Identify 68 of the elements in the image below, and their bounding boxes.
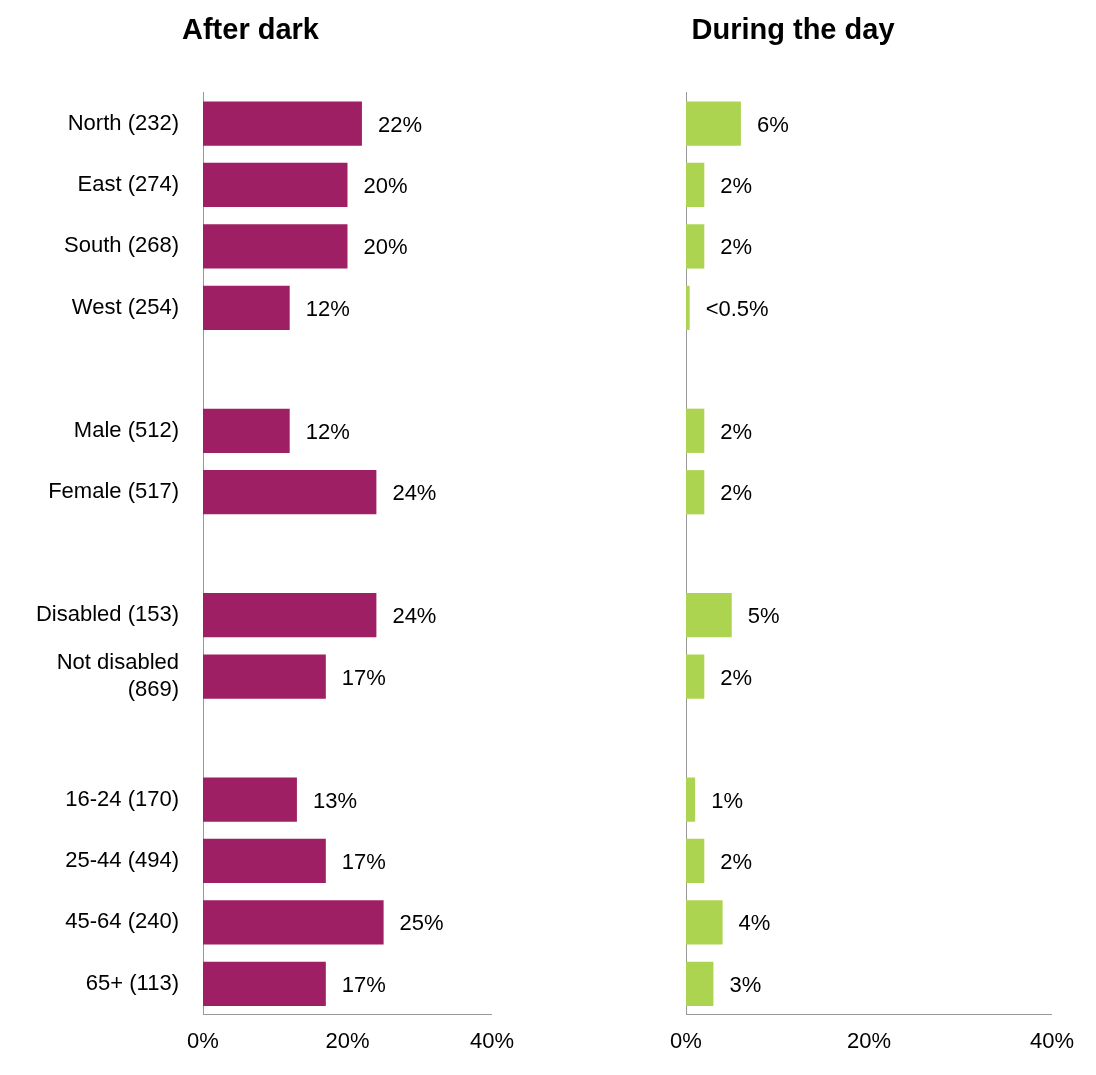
y-tick-label: 25-44 (494) xyxy=(65,847,179,873)
data-label: 25% xyxy=(399,910,444,936)
data-label: 17% xyxy=(341,664,386,690)
bar xyxy=(203,593,377,638)
bar xyxy=(203,101,362,146)
bar xyxy=(686,593,732,638)
bar xyxy=(686,900,723,945)
y-tick-label: Disabled (153) xyxy=(35,601,179,627)
bar xyxy=(686,101,741,146)
data-label: 2% xyxy=(720,173,753,199)
x-tick-label: 0% xyxy=(670,1027,702,1053)
bar xyxy=(686,285,690,331)
data-label: 4% xyxy=(738,910,771,936)
y-tick-label: Not disabled (869) xyxy=(56,649,179,701)
bar xyxy=(686,162,705,208)
bar xyxy=(203,654,326,699)
bar xyxy=(686,777,696,822)
data-label: 5% xyxy=(747,603,780,629)
data-label: 1% xyxy=(711,787,743,813)
chart-title: During the day xyxy=(691,13,895,46)
data-label: 24% xyxy=(392,480,437,506)
bar xyxy=(203,961,326,1006)
y-tick-label: Male (512) xyxy=(73,416,179,442)
data-label: 24% xyxy=(392,603,437,629)
bar xyxy=(203,408,290,453)
y-tick-label: South (268) xyxy=(64,232,179,258)
data-label: 13% xyxy=(312,787,357,813)
y-tick-label: 65+ (113) xyxy=(85,969,179,995)
y-tick-label: West (254) xyxy=(71,293,179,319)
data-label: 2% xyxy=(720,234,753,260)
data-label: 2% xyxy=(720,664,753,690)
data-label: 2% xyxy=(720,480,753,506)
bar xyxy=(203,470,377,515)
data-label: 2% xyxy=(720,418,753,444)
bar xyxy=(686,838,705,884)
data-label: 3% xyxy=(729,971,762,997)
x-tick-label: 20% xyxy=(325,1027,370,1053)
x-tick-label: 0% xyxy=(187,1027,219,1053)
bar xyxy=(203,224,348,269)
y-tick-label: 16-24 (170) xyxy=(65,785,179,811)
data-label: 22% xyxy=(377,111,422,137)
bar xyxy=(203,900,384,945)
y-tick-label: East (274) xyxy=(77,171,179,197)
y-tick-label: North (232) xyxy=(67,109,179,135)
bar xyxy=(686,408,705,453)
data-label: 17% xyxy=(341,849,386,875)
bar xyxy=(203,285,290,331)
bar xyxy=(203,838,326,884)
bar xyxy=(686,470,705,515)
x-tick-label: 40% xyxy=(1029,1027,1075,1053)
bar xyxy=(686,654,705,699)
data-label: 17% xyxy=(341,971,386,997)
y-tick-label: 45-64 (240) xyxy=(65,908,179,934)
x-tick-label: 40% xyxy=(469,1027,515,1053)
data-label: <0.5% xyxy=(705,295,769,321)
data-label: 2% xyxy=(720,849,753,875)
bar xyxy=(686,224,705,269)
data-label: 6% xyxy=(756,111,789,137)
y-tick-label: Female (517) xyxy=(48,478,179,504)
data-label: 20% xyxy=(363,173,408,199)
bar xyxy=(203,162,348,208)
chart-title: After dark xyxy=(182,13,320,46)
data-label: 12% xyxy=(305,418,350,444)
bar xyxy=(203,777,297,822)
data-label: 12% xyxy=(305,295,350,321)
bar xyxy=(686,961,714,1006)
x-tick-label: 20% xyxy=(846,1027,892,1053)
data-label: 20% xyxy=(363,234,408,260)
